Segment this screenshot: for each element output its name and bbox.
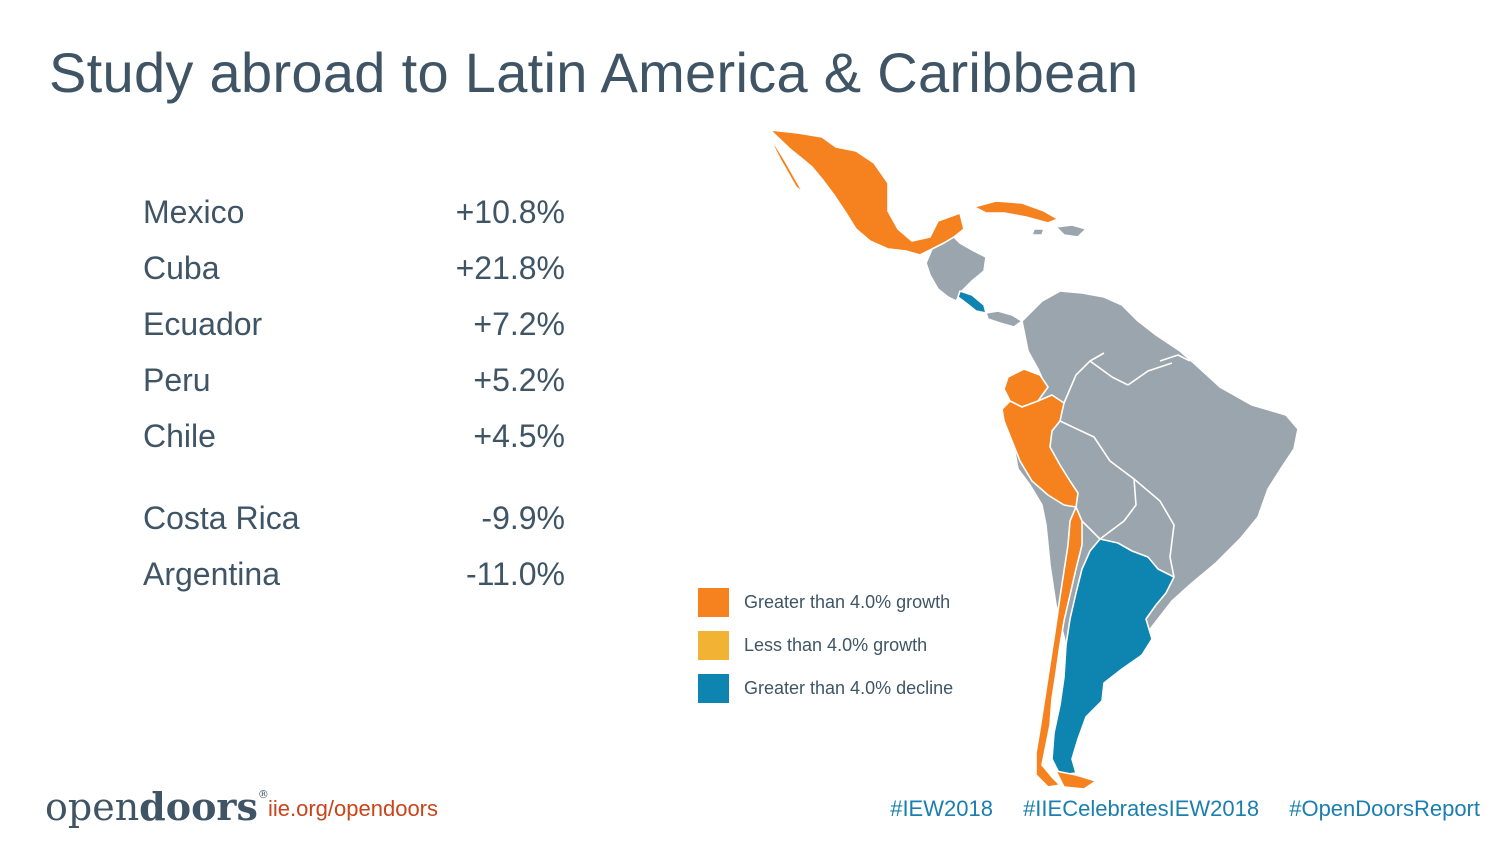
hashtag-list: #IEW2018 #IIECelebratesIEW2018 #OpenDoor… xyxy=(866,796,1480,822)
page-title: Study abroad to Latin America & Caribbea… xyxy=(49,41,1139,104)
opendoors-logo: opendoors® xyxy=(45,784,269,829)
stat-change: +5.2% xyxy=(473,362,565,398)
stat-change: +21.8% xyxy=(455,250,565,286)
hashtag-opendoorsreport[interactable]: #OpenDoorsReport xyxy=(1289,796,1480,821)
logo-text-bold: doors xyxy=(139,784,258,829)
stat-country: Argentina xyxy=(143,556,280,592)
stat-country: Chile xyxy=(143,418,216,454)
stat-country: Peru xyxy=(143,362,211,398)
map-region-peru xyxy=(1001,394,1079,508)
map-region-mexico xyxy=(769,129,965,256)
legend-swatch-high-growth xyxy=(698,588,729,617)
stat-change: -11.0% xyxy=(465,556,565,592)
map-region-caribbean xyxy=(1031,224,1087,238)
hashtag-iew2018[interactable]: #IEW2018 xyxy=(890,796,993,821)
legend-swatch-decline xyxy=(698,674,729,703)
stat-row-mexico: Mexico +10.8% xyxy=(143,190,565,246)
map-region-cuba xyxy=(973,200,1059,224)
stat-row-peru: Peru +5.2% xyxy=(143,358,565,414)
map-border-lines xyxy=(1059,352,1191,578)
logo-text-light: open xyxy=(45,785,140,829)
map-region-argentina xyxy=(1051,538,1175,776)
opendoors-link[interactable]: iie.org/opendoors xyxy=(268,796,439,821)
stat-change: -9.9% xyxy=(481,500,565,536)
map-region-panama xyxy=(985,310,1023,328)
stat-row-costa-rica: Costa Rica -9.9% xyxy=(143,496,565,552)
stat-row-ecuador: Ecuador +7.2% xyxy=(143,302,565,358)
stat-row-chile: Chile +4.5% xyxy=(143,414,565,470)
legend-swatch-low-growth xyxy=(698,631,729,660)
stat-country: Ecuador xyxy=(143,306,263,342)
map-region-central-america xyxy=(925,236,987,302)
stat-country: Mexico xyxy=(143,194,245,230)
stats-table: Mexico +10.8% Cuba +21.8% Ecuador +7.2% … xyxy=(143,190,565,608)
map-region-costa-rica xyxy=(957,290,987,314)
logo-registered-mark: ® xyxy=(257,788,269,801)
legend-label: Greater than 4.0% growth xyxy=(744,592,951,612)
stat-change: +4.5% xyxy=(473,418,565,454)
map-region-chile xyxy=(1035,506,1083,788)
stat-change: +10.8% xyxy=(455,194,565,230)
legend-label: Greater than 4.0% decline xyxy=(744,678,954,698)
stat-row-argentina: Argentina -11.0% xyxy=(143,552,565,608)
stat-change: +7.2% xyxy=(473,306,565,342)
stat-row-cuba: Cuba +21.8% xyxy=(143,246,565,302)
stat-country: Costa Rica xyxy=(143,500,300,536)
latin-america-map xyxy=(769,129,1299,790)
legend-label: Less than 4.0% growth xyxy=(744,635,928,655)
map-region-tierra-del-fuego xyxy=(1055,770,1097,790)
hashtag-iiecelebratesiew2018[interactable]: #IIECelebratesIEW2018 xyxy=(1023,796,1260,821)
stat-country: Cuba xyxy=(143,250,220,286)
